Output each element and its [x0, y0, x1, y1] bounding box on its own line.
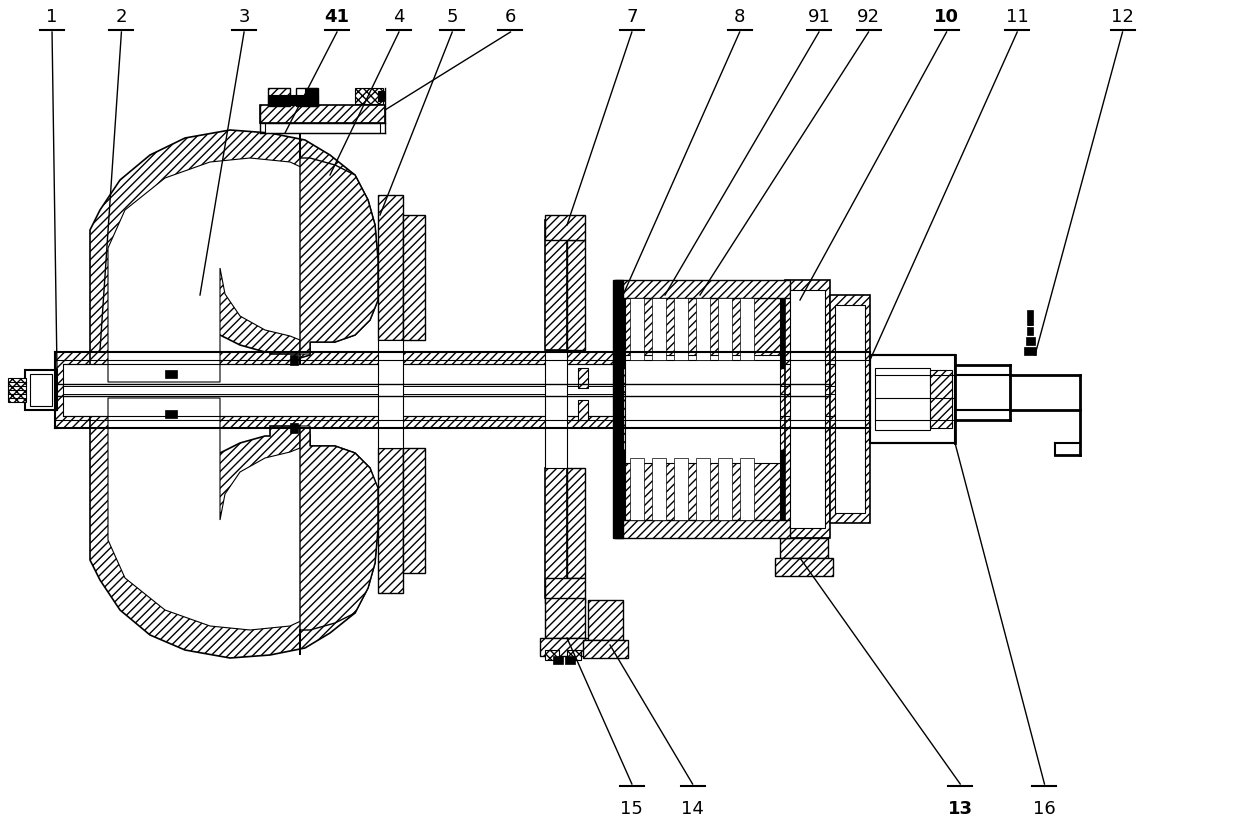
Polygon shape: [108, 158, 356, 382]
Bar: [165, 410, 177, 418]
Bar: [165, 370, 177, 378]
Bar: [629, 298, 644, 360]
Bar: [830, 295, 870, 523]
Text: 10: 10: [934, 8, 959, 26]
Bar: [790, 290, 825, 528]
Bar: [30, 374, 52, 406]
Text: 8: 8: [733, 8, 746, 26]
Bar: [589, 600, 623, 640]
Bar: [624, 355, 781, 463]
Text: 91: 91: [808, 8, 830, 26]
Bar: [378, 340, 403, 448]
Bar: [674, 458, 688, 520]
Bar: [25, 370, 57, 410]
Bar: [356, 88, 383, 104]
Bar: [567, 468, 585, 578]
Bar: [1023, 347, 1036, 355]
Polygon shape: [300, 133, 378, 352]
Text: 7: 7: [626, 8, 638, 26]
Bar: [624, 455, 781, 523]
Text: 2: 2: [115, 8, 128, 26]
Bar: [540, 638, 590, 656]
Text: 3: 3: [238, 8, 250, 26]
Text: 41: 41: [325, 8, 349, 26]
Bar: [63, 364, 862, 416]
Bar: [740, 298, 755, 360]
Text: 15: 15: [621, 800, 643, 818]
Bar: [786, 280, 830, 538]
Text: 92: 92: [857, 8, 880, 26]
Bar: [55, 352, 870, 428]
Bar: [615, 520, 790, 538]
Bar: [674, 298, 688, 360]
Bar: [781, 538, 828, 558]
Bar: [268, 88, 290, 106]
Bar: [620, 450, 786, 528]
Bar: [290, 355, 299, 365]
Text: 6: 6: [504, 8, 517, 26]
Bar: [268, 95, 318, 105]
Bar: [629, 458, 644, 520]
Bar: [579, 368, 589, 388]
Bar: [1027, 327, 1033, 335]
Bar: [1026, 337, 1035, 345]
Bar: [545, 598, 585, 638]
Bar: [378, 195, 403, 340]
Bar: [624, 295, 781, 363]
Bar: [290, 423, 299, 433]
Bar: [565, 656, 575, 664]
Bar: [717, 298, 732, 360]
Bar: [717, 458, 732, 520]
Bar: [615, 280, 790, 298]
Bar: [835, 305, 865, 513]
Polygon shape: [90, 400, 378, 658]
Bar: [652, 298, 667, 360]
Polygon shape: [300, 428, 378, 655]
Bar: [296, 88, 318, 106]
Bar: [579, 400, 589, 420]
Bar: [403, 215, 425, 340]
Bar: [545, 468, 567, 598]
Bar: [567, 240, 585, 350]
Text: 4: 4: [393, 8, 405, 26]
Bar: [567, 650, 581, 660]
Polygon shape: [108, 398, 356, 630]
Bar: [7, 378, 26, 402]
Text: 1: 1: [46, 8, 58, 26]
Bar: [265, 123, 380, 133]
Bar: [930, 370, 952, 428]
Bar: [613, 280, 623, 538]
Bar: [740, 458, 755, 520]
Text: 13: 13: [948, 800, 973, 818]
Bar: [545, 578, 585, 603]
Text: 14: 14: [681, 800, 704, 818]
Bar: [620, 290, 786, 368]
Bar: [696, 458, 710, 520]
Text: 11: 11: [1006, 8, 1028, 26]
Bar: [620, 368, 786, 450]
Polygon shape: [90, 130, 378, 380]
Bar: [584, 640, 628, 658]
Bar: [545, 650, 559, 660]
Bar: [553, 656, 563, 664]
Bar: [378, 448, 403, 593]
Bar: [652, 458, 667, 520]
Text: 12: 12: [1111, 8, 1134, 26]
Bar: [875, 368, 930, 430]
Bar: [260, 105, 385, 123]
Bar: [776, 558, 833, 576]
Bar: [870, 355, 955, 443]
Bar: [696, 298, 710, 360]
Bar: [545, 220, 567, 350]
Bar: [545, 215, 585, 240]
Bar: [1028, 317, 1032, 325]
Bar: [1027, 310, 1033, 325]
Text: 16: 16: [1033, 800, 1056, 818]
Bar: [305, 88, 317, 106]
Text: 5: 5: [446, 8, 458, 26]
Bar: [403, 448, 425, 573]
Bar: [378, 91, 384, 101]
Bar: [545, 350, 567, 468]
